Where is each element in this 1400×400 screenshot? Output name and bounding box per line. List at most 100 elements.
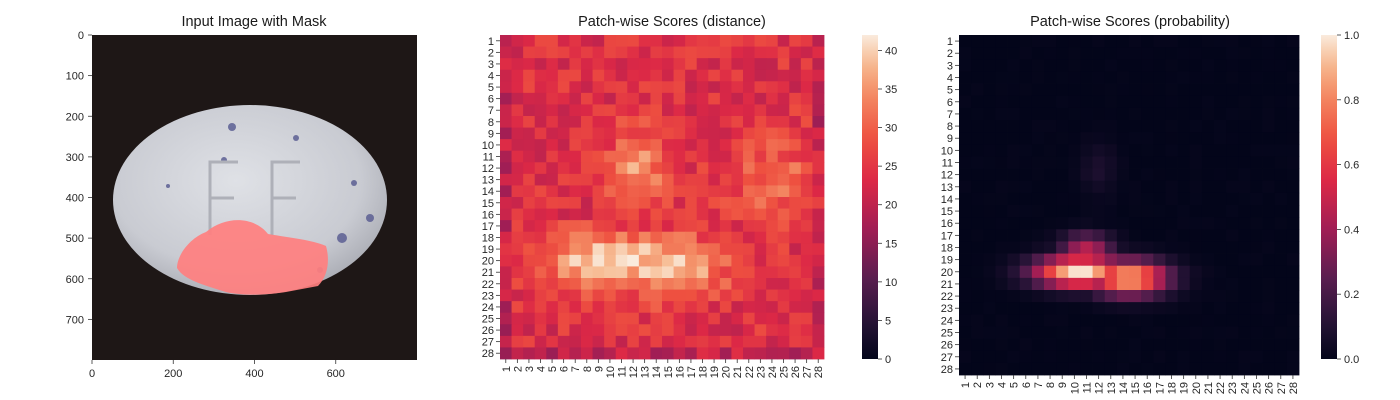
heatmap-cell: [1129, 35, 1142, 48]
heatmap-cell: [511, 116, 524, 128]
heatmap-cell: [1129, 132, 1142, 145]
heatmap-cell: [581, 150, 593, 163]
heatmap-cell: [500, 231, 512, 244]
heatmap-cell: [581, 231, 593, 244]
heatmap-cell: [592, 243, 605, 256]
heatmap-cell: [1177, 290, 1191, 303]
heatmap-cell: [650, 116, 663, 128]
heatmap-cell: [731, 58, 744, 71]
colorbar-tick-label: 40: [885, 45, 897, 57]
heatmap-cell: [971, 241, 984, 254]
heatmap-cell: [1019, 205, 1033, 218]
heatmap-cell: [766, 266, 779, 279]
heatmap-cell: [523, 46, 536, 59]
heatmap-cell: [627, 324, 640, 337]
heatmap-cell: [1068, 132, 1081, 145]
heatmap-cell: [627, 35, 640, 47]
heatmap-cell: [1129, 156, 1142, 169]
heatmap-cell: [1189, 132, 1203, 145]
heatmap-cell: [1238, 71, 1251, 84]
heatmap-cell: [1080, 217, 1093, 230]
heatmap-cell: [777, 289, 790, 302]
heatmap-cell: [534, 116, 547, 128]
heatmap-cell: [1044, 95, 1057, 109]
heatmap-cell: [719, 69, 732, 82]
heatmap-cell: [971, 47, 984, 60]
heatmap-cell: [604, 254, 617, 267]
heatmap-cell: [1226, 217, 1239, 230]
heatmap-cell: [1104, 180, 1118, 194]
heatmap-cell: [534, 347, 547, 360]
col-label: 26: [1264, 382, 1276, 394]
heatmap-cell: [959, 241, 972, 254]
heatmap-cell: [511, 139, 524, 152]
heatmap-cell: [696, 208, 709, 221]
heatmap-cell: [708, 254, 721, 267]
heatmap-cell: [615, 127, 628, 140]
heatmap-cell: [696, 81, 709, 94]
col-label: 10: [605, 366, 617, 378]
heatmap-cell: [743, 92, 755, 105]
heatmap-cell: [1165, 144, 1178, 157]
heatmap-cell: [777, 243, 790, 256]
heatmap-cell: [627, 278, 640, 290]
heatmap-cell: [1286, 338, 1300, 352]
probability-row-labels: 1234567891011121314151617181920212223242…: [941, 36, 959, 376]
heatmap-cell: [500, 208, 512, 221]
heatmap-cell: [1214, 290, 1227, 303]
heatmap-cell: [592, 208, 605, 221]
heatmap-cell: [581, 208, 593, 221]
heatmap-cell: [1031, 338, 1045, 352]
heatmap-cell: [1044, 362, 1057, 376]
heatmap-cell: [1238, 180, 1251, 194]
row-label: 8: [488, 117, 494, 129]
heatmap-cell: [1250, 277, 1263, 291]
heatmap-cell: [1214, 217, 1227, 230]
heatmap-cell: [1153, 229, 1166, 242]
heatmap-cell: [523, 266, 536, 279]
heatmap-cell: [500, 81, 512, 94]
heatmap-cell: [766, 162, 779, 175]
heatmap-cell: [1262, 241, 1276, 254]
heatmap-cell: [1214, 241, 1227, 254]
heatmap-cell: [971, 314, 984, 327]
heatmap-cell: [1286, 217, 1300, 230]
heatmap-cell: [1019, 180, 1033, 194]
heatmap-cell: [789, 185, 802, 198]
heatmap-cell: [1116, 290, 1130, 303]
heatmap-cell: [1165, 362, 1178, 376]
heatmap-cell: [789, 69, 802, 82]
heatmap-cell: [971, 35, 984, 48]
heatmap-cell: [546, 92, 559, 105]
heatmap-cell: [1104, 47, 1118, 60]
heatmap-cell: [731, 116, 744, 128]
heatmap-cell: [1153, 132, 1166, 145]
heatmap-cell: [604, 81, 617, 94]
heatmap-cell: [500, 312, 512, 325]
row-label: 27: [482, 337, 494, 349]
heatmap-cell: [1007, 156, 1021, 169]
heatmap-cell: [995, 326, 1008, 339]
heatmap-cell: [719, 173, 732, 186]
heatmap-cell: [1116, 120, 1130, 133]
heatmap-cell: [995, 338, 1008, 352]
heatmap-cell: [1007, 338, 1021, 352]
heatmap-cell: [1250, 350, 1263, 364]
heatmap-cell: [1177, 71, 1191, 84]
heatmap-cell: [731, 69, 744, 82]
col-label: 16: [674, 366, 686, 378]
heatmap-cell: [1274, 350, 1288, 364]
heatmap-cell: [777, 35, 790, 47]
heatmap-cell: [777, 92, 790, 105]
heatmap-cell: [1214, 120, 1227, 133]
heatmap-cell: [1129, 265, 1142, 279]
heatmap-cell: [500, 58, 512, 71]
heatmap-cell: [1250, 132, 1263, 145]
heatmap-cell: [959, 192, 972, 206]
heatmap-cell: [685, 58, 698, 71]
heatmap-cell: [1262, 95, 1276, 109]
heatmap-cell: [1274, 35, 1288, 48]
heatmap-cell: [1007, 253, 1021, 267]
colorbar-tick-label: 20: [885, 200, 897, 212]
heatmap-cell: [546, 69, 559, 82]
